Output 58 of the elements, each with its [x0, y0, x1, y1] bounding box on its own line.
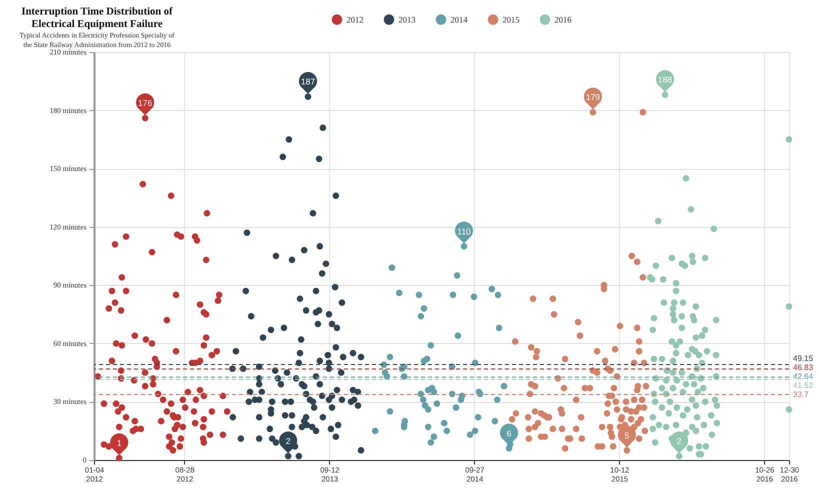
- ref-line-label: 41.52: [793, 380, 814, 390]
- point: [454, 332, 462, 339]
- point: [420, 305, 428, 312]
- point: [424, 406, 432, 413]
- legend-label: 2013: [398, 14, 416, 25]
- chart-title: Interruption Time Distribution of Electrical Equipment Failure: [22, 6, 173, 30]
- point: [420, 396, 426, 404]
- legend-label: 2012: [346, 14, 364, 25]
- annotation: 188: [658, 74, 672, 85]
- annotation: 1: [116, 438, 122, 448]
- point: [460, 243, 468, 250]
- point: [386, 408, 394, 415]
- ref-line-label: 42.64: [793, 372, 814, 381]
- ref-line-label: 33.7: [793, 390, 810, 399]
- point: [430, 433, 438, 440]
- point: [386, 354, 394, 360]
- ref-line-label: 46.83: [793, 362, 814, 372]
- point: [506, 441, 514, 448]
- point: [470, 294, 478, 300]
- point: [488, 286, 496, 292]
- legend-label: 2014: [450, 14, 468, 25]
- point: [416, 292, 422, 298]
- point: [466, 432, 474, 438]
- point: [418, 312, 424, 320]
- point: [494, 396, 500, 404]
- legend-label: 2016: [554, 14, 572, 25]
- point: [424, 424, 432, 430]
- point: [472, 428, 478, 434]
- point: [494, 292, 502, 298]
- point: [444, 428, 450, 434]
- annotation: 2: [676, 436, 682, 446]
- point: [372, 428, 378, 434]
- point: [434, 400, 440, 407]
- annotation: 179: [586, 92, 600, 102]
- point: [450, 292, 456, 298]
- annotation: 110: [457, 226, 472, 236]
- point: [430, 388, 438, 396]
- point: [428, 342, 434, 349]
- point: [440, 420, 448, 426]
- annotation: 176: [138, 98, 152, 108]
- point: [500, 382, 508, 390]
- annotation: 187: [300, 76, 316, 87]
- ref-line-label: 49.15: [793, 354, 814, 363]
- point: [454, 272, 460, 279]
- point: [388, 264, 396, 271]
- annotation: 6: [506, 428, 512, 438]
- point: [492, 418, 498, 424]
- point: [458, 396, 464, 404]
- point: [472, 360, 478, 366]
- annotation: 5: [624, 430, 630, 440]
- point: [424, 356, 430, 362]
- point: [496, 324, 502, 332]
- annotation: 2: [286, 436, 291, 446]
- point: [396, 290, 402, 296]
- point: [452, 404, 460, 411]
- point: [474, 414, 482, 420]
- point: [428, 439, 434, 446]
- legend-label: 2015: [502, 14, 520, 25]
